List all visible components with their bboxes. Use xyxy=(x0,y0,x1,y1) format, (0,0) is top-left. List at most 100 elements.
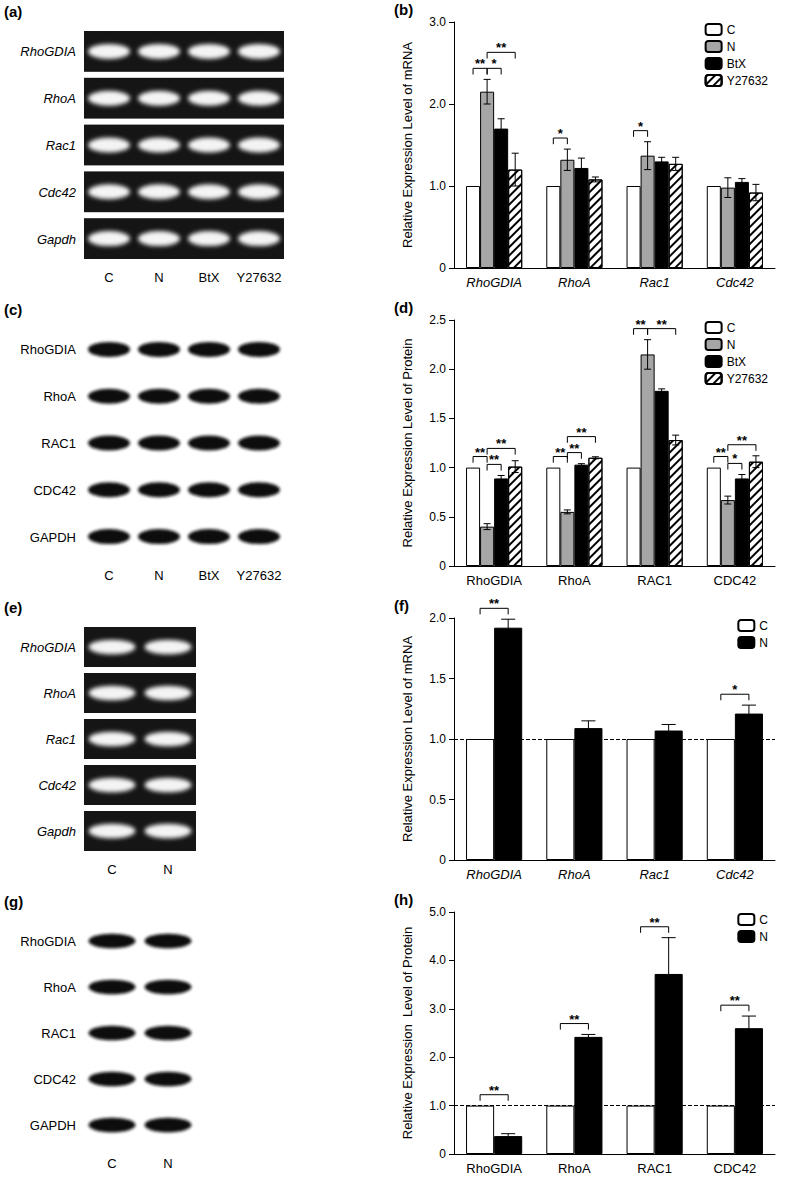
svg-text:(e): (e) xyxy=(4,599,22,616)
svg-text:**: ** xyxy=(555,445,566,460)
svg-text:1.0: 1.0 xyxy=(429,179,446,193)
svg-text:**: ** xyxy=(496,436,507,451)
svg-text:(h): (h) xyxy=(394,891,413,908)
svg-text:0: 0 xyxy=(439,559,446,573)
svg-text:N: N xyxy=(154,568,163,583)
svg-text:2.5: 2.5 xyxy=(429,313,446,327)
svg-text:**: ** xyxy=(489,452,500,467)
svg-text:C: C xyxy=(104,270,113,285)
svg-text:0.5: 0.5 xyxy=(429,510,446,524)
svg-text:C: C xyxy=(759,913,768,927)
svg-text:1.0: 1.0 xyxy=(429,1099,446,1113)
svg-text:Relative Expression Level of m: Relative Expression Level of mRNA xyxy=(400,636,415,842)
svg-text:**: ** xyxy=(636,317,647,332)
svg-text:RhoGDIA: RhoGDIA xyxy=(20,342,76,357)
svg-text:Relative Expression Level of: Relative Expression Level of Protein xyxy=(400,927,415,1139)
svg-text:C: C xyxy=(107,862,116,877)
svg-text:5.0: 5.0 xyxy=(429,905,446,919)
svg-text:1.0: 1.0 xyxy=(429,461,446,475)
svg-text:**: ** xyxy=(716,445,727,460)
svg-text:RhoGDIA: RhoGDIA xyxy=(20,44,76,59)
svg-text:(b): (b) xyxy=(394,1,413,18)
svg-text:CDC42: CDC42 xyxy=(33,483,76,498)
svg-text:C: C xyxy=(727,321,736,335)
svg-text:CDC42: CDC42 xyxy=(714,1161,757,1176)
svg-text:3.0: 3.0 xyxy=(429,1002,446,1016)
svg-text:C: C xyxy=(727,23,736,37)
svg-text:**: ** xyxy=(496,40,507,55)
svg-text:*: * xyxy=(638,119,644,134)
svg-text:**: ** xyxy=(657,317,668,332)
svg-text:*: * xyxy=(732,451,738,466)
svg-text:1.5: 1.5 xyxy=(429,411,446,425)
svg-text:**: ** xyxy=(730,993,741,1008)
svg-text:Cdc42: Cdc42 xyxy=(38,185,76,200)
svg-text:GAPDH: GAPDH xyxy=(30,1118,76,1133)
svg-text:N: N xyxy=(163,1156,172,1171)
svg-text:RAC1: RAC1 xyxy=(637,573,672,588)
svg-text:Relative Expression Level of m: Relative Expression Level of mRNA xyxy=(400,42,415,248)
svg-text:N: N xyxy=(163,862,172,877)
svg-text:RhoGDIA: RhoGDIA xyxy=(20,934,76,949)
svg-text:RhoGDIA: RhoGDIA xyxy=(20,640,76,655)
svg-text:*: * xyxy=(492,56,498,71)
svg-text:0: 0 xyxy=(439,853,446,867)
svg-text:0.5: 0.5 xyxy=(429,793,446,807)
svg-text:RhoA: RhoA xyxy=(43,686,76,701)
svg-text:Rac1: Rac1 xyxy=(639,867,669,882)
svg-text:CDC42: CDC42 xyxy=(33,1072,76,1087)
svg-text:**: ** xyxy=(475,445,486,460)
svg-text:CDC42: CDC42 xyxy=(714,573,757,588)
svg-text:Relative Expression Level of P: Relative Expression Level of Protein xyxy=(400,339,415,548)
svg-text:BtX: BtX xyxy=(199,270,220,285)
svg-text:RAC1: RAC1 xyxy=(637,1161,672,1176)
svg-text:2.0: 2.0 xyxy=(429,611,446,625)
svg-text:(f): (f) xyxy=(394,597,409,614)
svg-text:**: ** xyxy=(650,915,661,930)
svg-text:0: 0 xyxy=(439,261,446,275)
svg-text:RhoGDIA: RhoGDIA xyxy=(466,275,522,290)
svg-text:**: ** xyxy=(475,56,486,71)
svg-text:RhoA: RhoA xyxy=(558,275,591,290)
svg-text:N: N xyxy=(759,930,768,944)
svg-text:**: ** xyxy=(489,1083,500,1098)
svg-text:Y27632: Y27632 xyxy=(727,372,769,386)
svg-text:1.0: 1.0 xyxy=(429,732,446,746)
svg-text:RAC1: RAC1 xyxy=(41,436,76,451)
svg-text:**: ** xyxy=(576,425,587,440)
svg-text:N: N xyxy=(759,636,768,650)
svg-text:(a): (a) xyxy=(4,3,22,20)
svg-text:RAC1: RAC1 xyxy=(41,1026,76,1041)
svg-text:Gapdh: Gapdh xyxy=(37,824,76,839)
svg-text:RhoA: RhoA xyxy=(558,573,591,588)
svg-text:Rac1: Rac1 xyxy=(46,732,76,747)
svg-text:*: * xyxy=(558,126,564,141)
svg-text:RhoGDIA: RhoGDIA xyxy=(466,867,522,882)
svg-text:**: ** xyxy=(489,596,500,611)
svg-text:Cdc42: Cdc42 xyxy=(38,778,76,793)
svg-text:RhoGDIA: RhoGDIA xyxy=(466,1161,522,1176)
svg-text:BtX: BtX xyxy=(727,57,746,71)
svg-text:RhoA: RhoA xyxy=(43,389,76,404)
svg-text:3.0: 3.0 xyxy=(429,15,446,29)
svg-text:(g): (g) xyxy=(4,893,23,910)
svg-text:Y27632: Y27632 xyxy=(727,74,769,88)
svg-text:1.5: 1.5 xyxy=(429,672,446,686)
svg-text:BtX: BtX xyxy=(199,568,220,583)
svg-text:2.0: 2.0 xyxy=(429,362,446,376)
svg-text:2.0: 2.0 xyxy=(429,1050,446,1064)
svg-text:0: 0 xyxy=(439,1147,446,1161)
svg-text:N: N xyxy=(154,270,163,285)
svg-text:Y27632: Y27632 xyxy=(237,270,282,285)
svg-text:GAPDH: GAPDH xyxy=(30,530,76,545)
svg-text:N: N xyxy=(727,40,736,54)
svg-text:RhoA: RhoA xyxy=(558,1161,591,1176)
svg-text:BtX: BtX xyxy=(727,355,746,369)
svg-text:(c): (c) xyxy=(4,301,22,318)
svg-text:**: ** xyxy=(569,441,580,456)
svg-text:RhoA: RhoA xyxy=(558,867,591,882)
svg-text:4.0: 4.0 xyxy=(429,953,446,967)
svg-text:Rac1: Rac1 xyxy=(639,275,669,290)
svg-text:C: C xyxy=(107,1156,116,1171)
svg-text:C: C xyxy=(104,568,113,583)
